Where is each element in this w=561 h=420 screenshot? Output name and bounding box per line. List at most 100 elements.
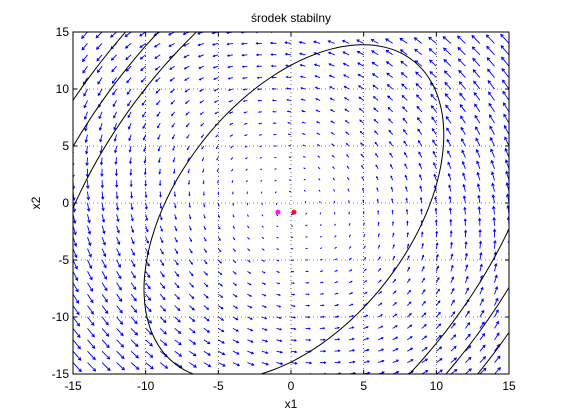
- vector-arrow-538: [319, 235, 323, 238]
- vector-arrow-658: [377, 279, 382, 284]
- vector-arrow-129: [130, 316, 138, 325]
- vector-arrow-321: [217, 248, 222, 253]
- vector-arrow-803: [428, 36, 437, 44]
- vector-arrow-416: [261, 225, 264, 228]
- vector-arrow-590: [349, 349, 356, 352]
- vector-arrow-523: [298, 52, 306, 56]
- vector-arrow-470: [290, 316, 297, 319]
- vector-arrow-641: [359, 119, 364, 124]
- vector-arrow-821: [448, 184, 452, 192]
- vector-arrow-616: [342, 51, 350, 56]
- vector-arrow-695: [391, 209, 394, 215]
- vector-arrow-826: [446, 127, 452, 135]
- vector-arrow-335: [213, 88, 219, 92]
- vector-arrow-468: [290, 339, 297, 342]
- vector-arrow-463: [269, 41, 277, 45]
- vector-arrow-12: [73, 237, 78, 247]
- vector-arrow-527: [320, 361, 327, 364]
- vector-arrow-567: [334, 258, 338, 261]
- vector-arrow-720: [406, 278, 411, 284]
- vector-arrow-235: [172, 168, 176, 175]
- vector-arrow-639: [360, 142, 365, 147]
- vector-arrow-868: [479, 356, 487, 363]
- vector-arrow-823: [447, 161, 452, 169]
- vector-arrow-359: [231, 168, 234, 172]
- vector-arrow-627: [363, 280, 368, 284]
- vector-arrow-581: [329, 97, 335, 101]
- vector-arrow-354: [232, 225, 235, 229]
- vector-arrow-923: [487, 80, 495, 90]
- vector-arrow-519: [300, 98, 306, 101]
- vector-arrow-631: [363, 233, 366, 238]
- vector-arrow-758: [419, 196, 423, 204]
- vector-arrow-459: [271, 87, 277, 90]
- vector-arrow-450: [274, 191, 277, 194]
- vector-arrow-49: [85, 168, 90, 178]
- vector-arrow-35: [87, 328, 95, 338]
- vector-arrow-149: [126, 88, 132, 95]
- vector-arrow-246: [168, 43, 175, 47]
- vector-arrow-548: [316, 121, 321, 124]
- vector-arrow-214: [154, 54, 161, 59]
- vector-arrow-657: [377, 291, 383, 295]
- vector-arrow-881: [477, 206, 481, 215]
- vector-arrow-577: [331, 143, 335, 147]
- vector-arrow-69: [101, 293, 108, 303]
- vector-arrow-724: [406, 231, 410, 238]
- vector-arrow-346: [232, 316, 239, 321]
- vector-arrow-609: [345, 131, 350, 135]
- vector-arrow-320: [217, 259, 222, 264]
- vector-arrow-18: [73, 168, 75, 179]
- vector-arrow-891: [473, 92, 481, 101]
- vector-arrow-293: [203, 214, 206, 219]
- vector-arrow-74: [101, 237, 106, 246]
- vector-arrow-807: [450, 345, 457, 352]
- vector-arrow-46: [86, 202, 91, 212]
- vector-arrow-10: [73, 259, 78, 270]
- vector-arrow-206: [157, 145, 161, 152]
- vector-arrow-839: [465, 333, 471, 341]
- vector-arrow-45: [87, 214, 91, 224]
- vector-arrow-154: [124, 32, 132, 38]
- vector-arrow-230: [174, 225, 178, 232]
- vector-arrow-350: [232, 271, 237, 275]
- vector-arrow-440: [276, 305, 282, 308]
- vector-arrow-207: [157, 134, 161, 141]
- vector-arrow-104: [116, 248, 121, 257]
- vector-arrow-509: [305, 212, 308, 215]
- vector-arrow-644: [357, 85, 364, 90]
- vector-arrow-264: [188, 191, 191, 197]
- vector-arrow-757: [420, 208, 423, 215]
- vector-arrow-394: [243, 122, 248, 125]
- vector-arrow-787: [434, 219, 438, 226]
- vector-arrow-61: [81, 32, 88, 39]
- vector-arrow-175: [143, 145, 147, 153]
- vector-arrow-532: [320, 304, 325, 307]
- vector-arrow-591: [348, 337, 355, 341]
- vector-arrow-784: [435, 253, 439, 261]
- vector-arrow-100: [116, 293, 123, 302]
- vector-arrow-232: [174, 202, 177, 209]
- vector-arrow-337: [212, 65, 219, 69]
- vector-arrow-8: [73, 282, 79, 293]
- vector-arrow-261: [188, 225, 192, 231]
- vector-arrow-747: [421, 324, 427, 329]
- vector-arrow-330: [215, 145, 219, 150]
- vector-arrow-501: [305, 304, 311, 307]
- vector-arrow-899: [494, 355, 501, 363]
- vector-arrow-957: [500, 45, 509, 56]
- vector-arrow-370: [226, 42, 233, 46]
- vector-arrow-748: [421, 312, 427, 318]
- vector-arrow-672: [373, 118, 379, 124]
- vector-arrow-885: [476, 160, 481, 169]
- vector-arrow-898: [494, 367, 501, 374]
- vector-arrow-78: [101, 191, 105, 200]
- vector-arrow-325: [217, 202, 220, 207]
- vector-arrow-547: [316, 132, 321, 136]
- vector-arrow-407: [261, 327, 268, 331]
- vector-arrow-178: [142, 111, 147, 118]
- vector-arrow-315: [218, 316, 225, 321]
- vector-arrow-585: [327, 51, 335, 56]
- vector-arrow-901: [494, 332, 500, 341]
- vector-arrow-504: [305, 270, 309, 273]
